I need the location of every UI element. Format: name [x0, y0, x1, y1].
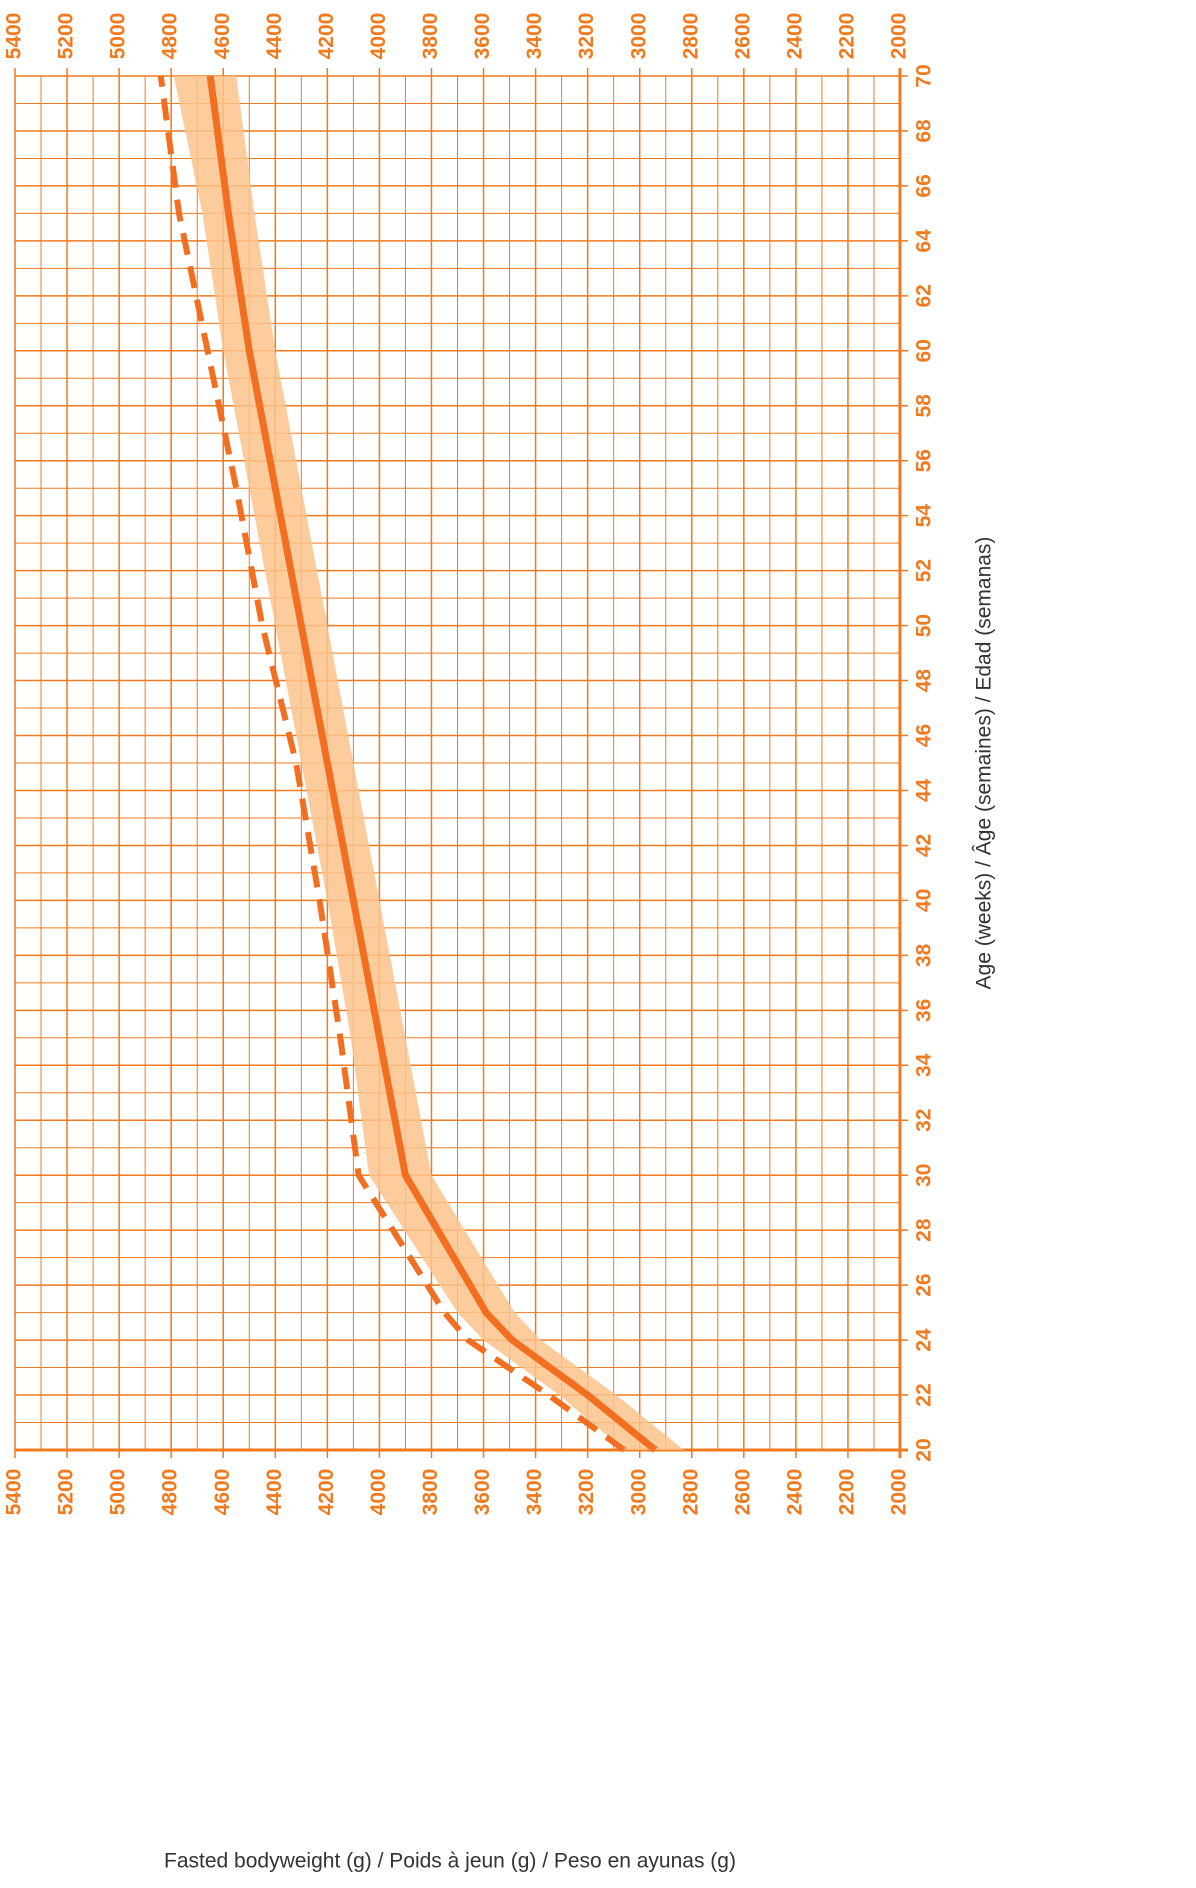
y-tick-label: 2200: [835, 1469, 858, 1516]
y-tick-label: 3600: [471, 13, 494, 60]
x-tick-label: 32: [913, 1109, 936, 1132]
x-tick-label: 52: [913, 559, 936, 582]
x-tick-label: 26: [913, 1273, 936, 1296]
y-tick-label: 5400: [3, 1469, 26, 1516]
y-tick-label: 5200: [55, 1469, 78, 1516]
y-tick-label: 3800: [419, 1469, 442, 1516]
y-tick-label: 4800: [159, 13, 182, 60]
y-tick-label: 5400: [3, 13, 26, 60]
x-tick-label: 48: [913, 669, 936, 693]
x-tick-label: 36: [913, 999, 936, 1022]
x-tick-label: 56: [913, 449, 936, 472]
y-tick-label: 4000: [367, 1469, 390, 1516]
x-tick-label: 40: [913, 889, 936, 912]
x-tick-label: 68: [913, 119, 936, 143]
y-tick-label: 3400: [523, 13, 546, 60]
x-tick-label: 20: [913, 1438, 936, 1461]
x-tick-label: 42: [913, 834, 936, 857]
y-tick-label: 4000: [367, 13, 390, 60]
y-tick-label: 4600: [211, 1469, 234, 1516]
x-tick-label: 50: [913, 614, 936, 637]
y-tick-label: 5000: [107, 13, 130, 60]
y-tick-label: 5000: [107, 1469, 130, 1516]
y-tick-label: 3000: [627, 13, 650, 60]
x-tick-label: 44: [913, 778, 936, 802]
y-tick-label: 2800: [679, 13, 702, 60]
y-tick-label: 3000: [627, 1469, 650, 1516]
y-tick-label: 2400: [783, 1469, 806, 1516]
y-tick-label: 4200: [315, 1469, 338, 1516]
x-tick-label: 46: [913, 724, 936, 747]
x-axis-label: Age (weeks) / Âge (semaines) / Edad (sem…: [973, 537, 996, 990]
y-tick-label: 3800: [419, 13, 442, 60]
y-tick-label: 3600: [471, 1469, 494, 1516]
x-tick-label: 66: [913, 174, 936, 197]
x-tick-label: 54: [913, 504, 936, 528]
y-tick-label: 2000: [888, 1469, 911, 1516]
x-tick-label: 30: [913, 1164, 936, 1187]
y-tick-label: 3200: [575, 1469, 598, 1516]
x-tick-label: 24: [913, 1328, 936, 1352]
x-tick-label: 62: [913, 284, 936, 307]
x-tick-label: 70: [913, 64, 936, 87]
y-tick-label: 3200: [575, 13, 598, 60]
x-tick-label: 38: [913, 943, 936, 967]
y-tick-label: 2600: [731, 13, 754, 60]
x-tick-label: 22: [913, 1383, 936, 1406]
series-line: [157, 75, 626, 1453]
y-tick-label: 4400: [263, 13, 286, 60]
series-line: [206, 75, 658, 1453]
y-tick-label: 3400: [523, 1469, 546, 1516]
y-tick-label: 2600: [731, 1469, 754, 1516]
range-band: [173, 76, 684, 1450]
y-tick-label: 4400: [263, 1469, 286, 1516]
x-tick-label: 28: [913, 1218, 936, 1242]
y-tick-label: 2000: [888, 13, 911, 60]
x-tick-label: 34: [913, 1053, 936, 1077]
x-tick-label: 64: [913, 229, 936, 253]
y-tick-label: 2200: [835, 13, 858, 60]
x-tick-label: 60: [913, 339, 936, 362]
y-tick-label: 2400: [783, 13, 806, 60]
x-tick-label: 58: [913, 394, 936, 418]
y-axis-label: Fasted bodyweight (g) / Poids à jeun (g)…: [164, 1850, 736, 1873]
y-tick-label: 4800: [159, 1469, 182, 1516]
y-tick-label: 5200: [55, 13, 78, 60]
y-tick-label: 2800: [679, 1469, 702, 1516]
y-tick-label: 4600: [211, 13, 234, 60]
y-tick-label: 4200: [315, 13, 338, 60]
